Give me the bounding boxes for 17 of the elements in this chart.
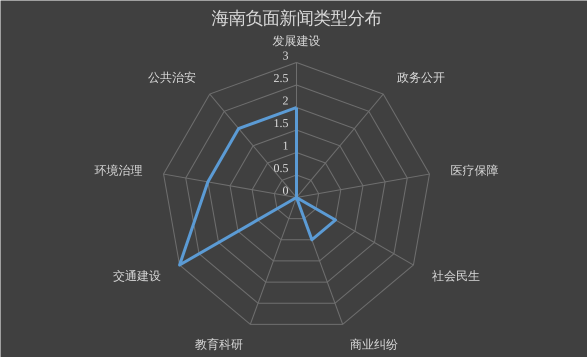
y-tick-label: 2.5 [274,71,288,85]
y-tick-label: 2 [282,94,288,108]
spoke-label: 社会民生 [432,268,480,283]
spoke-label: 商业纠纷 [350,338,398,352]
spoke-label: 教育科研 [194,338,243,352]
y-tick-label: 1.5 [274,116,288,130]
spoke-label: 政务公开 [397,70,446,85]
y-tick-label: 3 [282,48,288,62]
spoke-label: 发展建设 [272,34,320,48]
spoke-label: 交通建设 [112,268,161,283]
y-tick-label: 1 [282,138,288,152]
spoke-label: 医疗保障 [450,163,499,178]
y-tick-label: 0.5 [274,161,288,175]
chart-title: 海南负面新闻类型分布 [212,9,382,28]
spoke-label: 公共治安 [148,70,196,85]
spoke-label: 环境治理 [94,163,142,178]
y-tick-label: 0 [282,184,288,198]
